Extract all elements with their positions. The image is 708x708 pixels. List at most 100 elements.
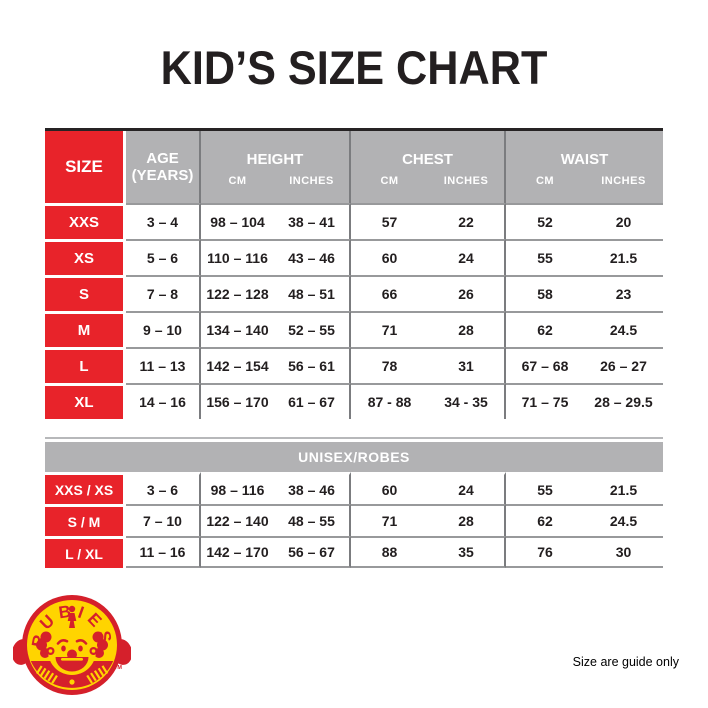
height-inches-cell: 48 – 55 [274, 504, 351, 536]
age-cell: 7 – 8 [126, 275, 201, 311]
waist-inches-cell: 23 [584, 275, 663, 311]
chest-cm-cell: 71 [351, 504, 428, 536]
height-cm-cell: 98 – 104 [201, 203, 274, 239]
size-cell: M [45, 311, 126, 347]
chest-inches-cell: 35 [428, 536, 506, 568]
waist-cm-cell: 58 [506, 275, 584, 311]
size-cell: XL [45, 383, 126, 419]
size-cell: XXS / XS [45, 472, 126, 504]
chest-inches-cell: 24 [428, 472, 506, 504]
page-title: KID’S SIZE CHART [160, 41, 548, 94]
height-cm-cell: 142 – 154 [201, 347, 274, 383]
waist-cm-cell: 67 – 68 [506, 347, 584, 383]
height-inches-cell: 52 – 55 [274, 311, 351, 347]
rubies-clown-icon: RUBIES TM [11, 595, 133, 695]
height-inches-cell: 38 – 41 [274, 203, 351, 239]
unisex-robes-header: UNISEX/ROBES [45, 442, 663, 472]
age-cell: 3 – 4 [126, 203, 201, 239]
waist-cm-cell: 52 [506, 203, 584, 239]
height-inches-header: INCHES [274, 171, 351, 203]
size-cell: S [45, 275, 126, 311]
waist-group-header: WAIST [506, 131, 663, 171]
size-cell: XS [45, 239, 126, 275]
chest-inches-header: INCHES [428, 171, 506, 203]
logo-tm-text: TM [114, 665, 122, 671]
size-cell: S / M [45, 504, 126, 536]
chest-inches-cell: 22 [428, 203, 506, 239]
table-top-rule [45, 437, 663, 439]
size-cell: XXS [45, 203, 126, 239]
height-cm-cell: 98 – 116 [201, 472, 274, 504]
age-column-header: AGE (YEARS) [126, 131, 201, 203]
age-cell: 11 – 13 [126, 347, 201, 383]
age-cell: 5 – 6 [126, 239, 201, 275]
table-row-xxs-xs: XXS / XS 3 – 6 98 – 116 38 – 46 60 24 55… [45, 472, 663, 504]
chest-group-header: CHEST [351, 131, 506, 171]
chest-inches-cell: 28 [428, 504, 506, 536]
size-cell: L [45, 347, 126, 383]
height-cm-cell: 110 – 116 [201, 239, 274, 275]
table-row-m: M 9 – 10 134 – 140 52 – 55 71 28 62 24.5 [45, 311, 663, 347]
chest-inches-cell: 34 - 35 [428, 383, 506, 419]
unisex-robes-table: UNISEX/ROBES XXS / XS 3 – 6 98 – 116 38 … [45, 437, 663, 568]
waist-inches-cell: 28 – 29.5 [584, 383, 663, 419]
footer-note: Size are guide only [572, 655, 679, 669]
chest-inches-cell: 24 [428, 239, 506, 275]
table-row-xs: XS 5 – 6 110 – 116 43 – 46 60 24 55 21.5 [45, 239, 663, 275]
main-size-table: SIZE AGE (YEARS) HEIGHT CHEST WAIST CM I… [45, 128, 663, 419]
table-row-s-m: S / M 7 – 10 122 – 140 48 – 55 71 28 62 … [45, 504, 663, 536]
chest-cm-cell: 78 [351, 347, 428, 383]
waist-inches-cell: 21.5 [584, 239, 663, 275]
chest-cm-cell: 57 [351, 203, 428, 239]
waist-inches-cell: 30 [584, 536, 663, 568]
height-inches-cell: 61 – 67 [274, 383, 351, 419]
waist-inches-cell: 24.5 [584, 504, 663, 536]
height-cm-cell: 142 – 170 [201, 536, 274, 568]
size-column-header: SIZE [45, 131, 126, 203]
waist-inches-cell: 26 – 27 [584, 347, 663, 383]
table-row-s: S 7 – 8 122 – 128 48 – 51 66 26 58 23 [45, 275, 663, 311]
table-header: SIZE AGE (YEARS) HEIGHT CHEST WAIST CM I… [45, 131, 663, 203]
height-group-header: HEIGHT [201, 131, 351, 171]
age-cell: 11 – 16 [126, 536, 201, 568]
age-cell: 9 – 10 [126, 311, 201, 347]
waist-cm-cell: 76 [506, 536, 584, 568]
age-cell: 14 – 16 [126, 383, 201, 419]
height-cm-cell: 122 – 140 [201, 504, 274, 536]
chest-inches-cell: 31 [428, 347, 506, 383]
table-row-xxs: XXS 3 – 4 98 – 104 38 – 41 57 22 52 20 [45, 203, 663, 239]
height-cm-cell: 134 – 140 [201, 311, 274, 347]
chest-cm-cell: 87 - 88 [351, 383, 428, 419]
waist-cm-cell: 55 [506, 239, 584, 275]
chest-inches-cell: 26 [428, 275, 506, 311]
height-inches-cell: 38 – 46 [274, 472, 351, 504]
table-row-l-xl: L / XL 11 – 16 142 – 170 56 – 67 88 35 7… [45, 536, 663, 568]
height-inches-cell: 43 – 46 [274, 239, 351, 275]
waist-inches-cell: 24.5 [584, 311, 663, 347]
chest-cm-cell: 71 [351, 311, 428, 347]
waist-inches-cell: 21.5 [584, 472, 663, 504]
height-inches-cell: 56 – 61 [274, 347, 351, 383]
table-row-l: L 11 – 13 142 – 154 56 – 61 78 31 67 – 6… [45, 347, 663, 383]
waist-inches-header: INCHES [584, 171, 663, 203]
waist-cm-cell: 55 [506, 472, 584, 504]
height-inches-cell: 48 – 51 [274, 275, 351, 311]
height-cm-header: CM [201, 171, 274, 203]
chest-cm-cell: 60 [351, 472, 428, 504]
chest-cm-cell: 66 [351, 275, 428, 311]
waist-cm-header: CM [506, 171, 584, 203]
height-inches-cell: 56 – 67 [274, 536, 351, 568]
chest-inches-cell: 28 [428, 311, 506, 347]
waist-cm-cell: 71 – 75 [506, 383, 584, 419]
waist-inches-cell: 20 [584, 203, 663, 239]
chest-cm-header: CM [351, 171, 428, 203]
height-cm-cell: 122 – 128 [201, 275, 274, 311]
age-cell: 3 – 6 [126, 472, 201, 504]
chest-cm-cell: 88 [351, 536, 428, 568]
waist-cm-cell: 62 [506, 504, 584, 536]
table-row-xl: XL 14 – 16 156 – 170 61 – 67 87 - 88 34 … [45, 383, 663, 419]
height-cm-cell: 156 – 170 [201, 383, 274, 419]
chest-cm-cell: 60 [351, 239, 428, 275]
rubies-logo: RUBIES TM [11, 591, 133, 699]
